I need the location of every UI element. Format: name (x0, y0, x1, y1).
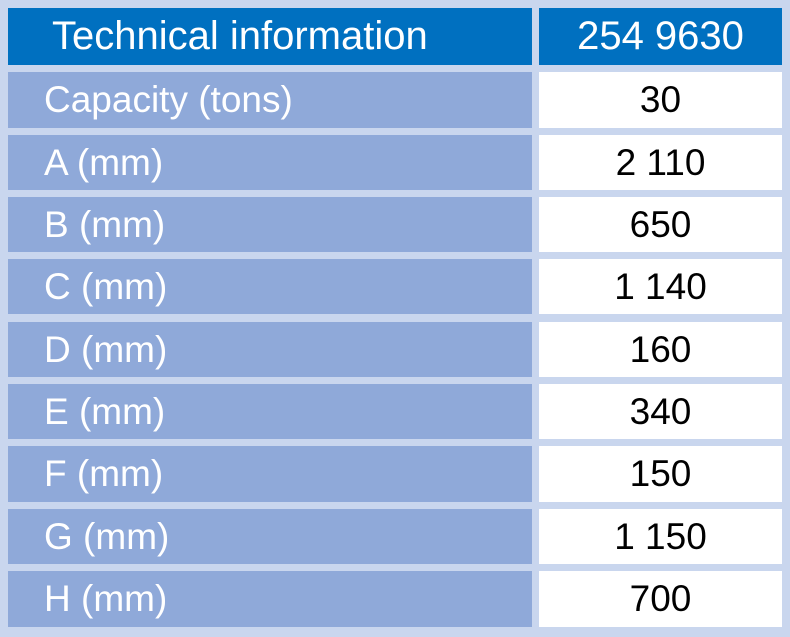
row-value: 1 140 (539, 259, 782, 314)
table-row: A (mm) 2 110 (8, 135, 782, 190)
row-label: H (mm) (8, 571, 532, 627)
row-value: 2 110 (539, 135, 782, 190)
row-label: E (mm) (8, 384, 532, 439)
row-value: 1 150 (539, 509, 782, 564)
row-label: G (mm) (8, 509, 532, 564)
table-row: E (mm) 340 (8, 384, 782, 439)
row-label: D (mm) (8, 322, 532, 377)
row-label: F (mm) (8, 446, 532, 502)
table-row: F (mm) 150 (8, 446, 782, 502)
table-row: G (mm) 1 150 (8, 509, 782, 564)
row-label: B (mm) (8, 197, 532, 252)
row-value: 650 (539, 197, 782, 252)
header-value: 254 9630 (539, 8, 782, 65)
table-header-row: Technical information 254 9630 (8, 8, 782, 65)
table-row: Capacity (tons) 30 (8, 72, 782, 128)
table-row: H (mm) 700 (8, 571, 782, 627)
row-label: A (mm) (8, 135, 532, 190)
row-value: 160 (539, 322, 782, 377)
table-row: D (mm) 160 (8, 322, 782, 377)
table-row: B (mm) 650 (8, 197, 782, 252)
row-value: 340 (539, 384, 782, 439)
row-value: 30 (539, 72, 782, 128)
row-value: 700 (539, 571, 782, 627)
table-row: C (mm) 1 140 (8, 259, 782, 314)
header-label: Technical information (8, 8, 532, 65)
row-label: Capacity (tons) (8, 72, 532, 128)
row-value: 150 (539, 446, 782, 502)
row-label: C (mm) (8, 259, 532, 314)
